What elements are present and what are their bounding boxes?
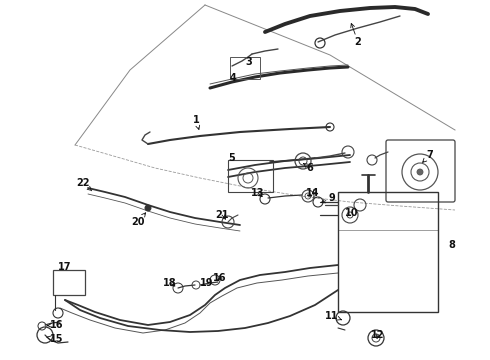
Text: 14: 14 bbox=[306, 188, 320, 198]
Text: 10: 10 bbox=[345, 208, 359, 218]
Bar bbox=[228, 160, 273, 192]
Circle shape bbox=[145, 205, 151, 211]
Text: 8: 8 bbox=[448, 240, 455, 250]
Circle shape bbox=[417, 169, 423, 175]
Text: 12: 12 bbox=[371, 330, 385, 340]
Text: 21: 21 bbox=[215, 210, 229, 220]
Text: 19: 19 bbox=[200, 278, 214, 288]
Text: 18: 18 bbox=[163, 278, 177, 288]
Text: 4: 4 bbox=[230, 73, 237, 83]
Text: 11: 11 bbox=[325, 311, 342, 321]
Text: 16: 16 bbox=[48, 320, 64, 330]
Text: 7: 7 bbox=[422, 150, 433, 162]
Text: 6: 6 bbox=[304, 163, 314, 173]
Text: 17: 17 bbox=[58, 262, 72, 272]
Text: 13: 13 bbox=[251, 188, 265, 198]
Text: 5: 5 bbox=[228, 153, 235, 163]
Text: 20: 20 bbox=[131, 213, 146, 227]
Text: 9: 9 bbox=[321, 193, 335, 203]
Bar bbox=[338, 192, 438, 312]
Bar bbox=[53, 270, 85, 295]
Text: 16: 16 bbox=[213, 273, 227, 283]
Text: 1: 1 bbox=[193, 115, 199, 130]
Text: 15: 15 bbox=[47, 334, 64, 344]
Text: 22: 22 bbox=[76, 178, 92, 191]
Text: 2: 2 bbox=[351, 23, 362, 47]
Text: 3: 3 bbox=[245, 57, 252, 67]
Bar bbox=[230, 57, 260, 79]
